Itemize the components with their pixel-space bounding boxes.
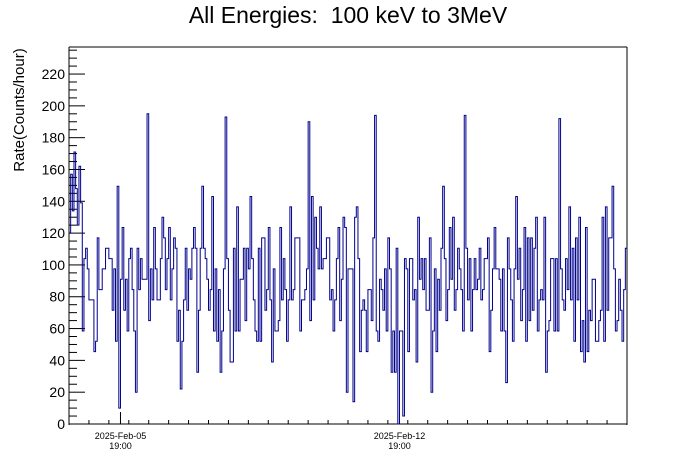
y-tick-label: 160 <box>42 161 66 177</box>
y-tick-label: 0 <box>57 416 65 432</box>
y-tick-label: 140 <box>42 193 66 209</box>
rate-series-line <box>69 113 627 425</box>
x-tick-label-date: 2025-Feb-05 <box>95 431 147 441</box>
y-tick-label: 100 <box>42 257 66 273</box>
x-tick-label-date: 2025-Feb-12 <box>374 431 426 441</box>
y-tick-label: 40 <box>49 352 65 368</box>
y-tick-label: 180 <box>42 130 66 146</box>
chart-title: All Energies: 100 keV to 3MeV <box>188 2 508 28</box>
x-tick-label-time: 19:00 <box>388 441 411 451</box>
y-tick-label: 120 <box>42 225 66 241</box>
y-tick-label: 220 <box>42 66 66 82</box>
y-tick-label: 200 <box>42 98 66 114</box>
y-axis-label: Rate(Counts/hour) <box>11 48 28 171</box>
x-tick-label-time: 19:00 <box>109 441 132 451</box>
y-tick-label: 60 <box>49 321 65 337</box>
y-tick-label: 80 <box>49 289 65 305</box>
y-ticks: 0 20 40 60 80 100 120 140 160 180 200 220 <box>42 49 85 432</box>
y-tick-label: 20 <box>49 384 65 400</box>
